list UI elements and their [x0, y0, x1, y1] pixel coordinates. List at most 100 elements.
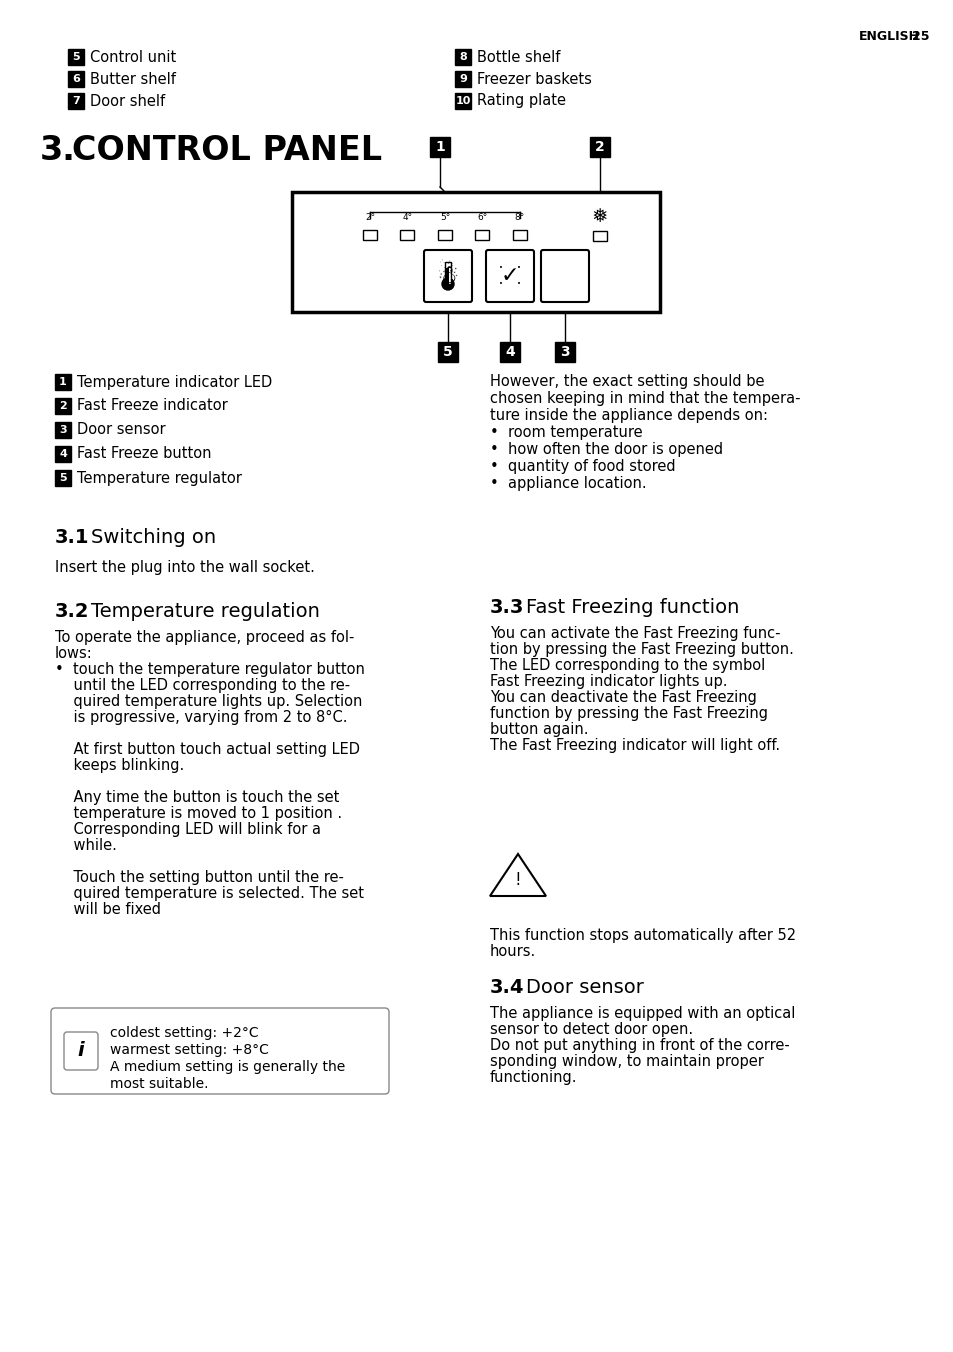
Text: 7: 7 — [72, 96, 80, 105]
Text: coldest setting: +2°C: coldest setting: +2°C — [110, 1026, 258, 1040]
FancyBboxPatch shape — [540, 250, 588, 301]
Text: 1: 1 — [435, 141, 444, 154]
Text: ❅: ❅ — [591, 207, 608, 227]
Text: Control unit: Control unit — [90, 50, 176, 65]
Bar — [55, 375, 71, 389]
Text: functioning.: functioning. — [490, 1069, 577, 1086]
Text: Any time the button is touch the set: Any time the button is touch the set — [55, 790, 339, 804]
Text: 5: 5 — [442, 345, 453, 360]
Text: 8°: 8° — [515, 214, 524, 222]
Text: 2°: 2° — [365, 214, 375, 222]
Text: 1: 1 — [59, 377, 67, 387]
Text: ☃: ☃ — [436, 264, 458, 288]
Text: keeps blinking.: keeps blinking. — [55, 758, 184, 773]
Bar — [475, 230, 489, 241]
Bar — [400, 230, 414, 241]
Bar — [455, 72, 471, 87]
Text: This function stops automatically after 52: This function stops automatically after … — [490, 927, 796, 942]
Text: !: ! — [515, 871, 520, 890]
Bar — [68, 49, 84, 65]
Bar — [55, 470, 71, 485]
Text: most suitable.: most suitable. — [110, 1078, 209, 1091]
Bar — [437, 342, 457, 362]
Text: 10: 10 — [455, 96, 470, 105]
Text: •  how often the door is opened: • how often the door is opened — [490, 442, 722, 457]
Text: A medium setting is generally the: A medium setting is generally the — [110, 1060, 345, 1073]
Text: 8: 8 — [458, 51, 466, 62]
Bar — [593, 231, 606, 241]
Text: Rating plate: Rating plate — [476, 93, 565, 108]
Text: Insert the plug into the wall socket.: Insert the plug into the wall socket. — [55, 560, 314, 575]
Text: temperature is moved to 1 position .: temperature is moved to 1 position . — [55, 806, 342, 821]
Text: 6°: 6° — [476, 214, 487, 222]
Text: •: • — [517, 265, 520, 270]
Text: ✓: ✓ — [500, 266, 518, 287]
Text: function by pressing the Fast Freezing: function by pressing the Fast Freezing — [490, 706, 767, 721]
Text: sensor to detect door open.: sensor to detect door open. — [490, 1022, 693, 1037]
Text: •  room temperature: • room temperature — [490, 425, 642, 439]
Bar — [55, 422, 71, 438]
Circle shape — [441, 279, 454, 289]
Text: Temperature indicator LED: Temperature indicator LED — [77, 375, 272, 389]
Text: chosen keeping in mind that the tempera-: chosen keeping in mind that the tempera- — [490, 391, 800, 406]
Bar — [363, 230, 376, 241]
Text: •  appliance location.: • appliance location. — [490, 476, 646, 491]
Text: Butter shelf: Butter shelf — [90, 72, 175, 87]
Text: CONTROL PANEL: CONTROL PANEL — [71, 134, 382, 168]
Text: 4°: 4° — [402, 214, 412, 222]
Text: However, the exact setting should be: However, the exact setting should be — [490, 375, 763, 389]
Text: 6: 6 — [72, 74, 80, 84]
Text: Corresponding LED will blink for a: Corresponding LED will blink for a — [55, 822, 320, 837]
Text: Door sensor: Door sensor — [77, 422, 166, 438]
Text: •: • — [498, 265, 502, 270]
Text: 3.1: 3.1 — [55, 529, 90, 548]
Text: Fast Freezing function: Fast Freezing function — [525, 598, 739, 617]
Text: The Fast Freezing indicator will light off.: The Fast Freezing indicator will light o… — [490, 738, 780, 753]
Text: The LED corresponding to the symbol: The LED corresponding to the symbol — [490, 658, 764, 673]
Text: Switching on: Switching on — [91, 529, 216, 548]
Text: •  touch the temperature regulator button: • touch the temperature regulator button — [55, 662, 364, 677]
Text: Bottle shelf: Bottle shelf — [476, 50, 559, 65]
Text: 3.2: 3.2 — [55, 602, 90, 621]
Text: i: i — [77, 1041, 84, 1060]
Text: 3: 3 — [59, 425, 67, 435]
Text: You can activate the Fast Freezing func-: You can activate the Fast Freezing func- — [490, 626, 780, 641]
Bar — [55, 397, 71, 414]
Text: 5°: 5° — [439, 214, 450, 222]
Text: is progressive, varying from 2 to 8°C.: is progressive, varying from 2 to 8°C. — [55, 710, 347, 725]
Text: 5: 5 — [59, 473, 67, 483]
Text: sponding window, to maintain proper: sponding window, to maintain proper — [490, 1055, 763, 1069]
Bar — [446, 268, 449, 284]
Text: lows:: lows: — [55, 646, 92, 661]
Text: Fast Freeze button: Fast Freeze button — [77, 446, 212, 461]
Text: 2: 2 — [595, 141, 604, 154]
Text: Fast Freezing indicator lights up.: Fast Freezing indicator lights up. — [490, 675, 727, 690]
Text: 4: 4 — [59, 449, 67, 458]
Text: Do not put anything in front of the corre-: Do not put anything in front of the corr… — [490, 1038, 789, 1053]
Text: 4: 4 — [504, 345, 515, 360]
Bar — [430, 137, 450, 157]
Text: Touch the setting button until the re-: Touch the setting button until the re- — [55, 869, 343, 886]
Bar — [55, 446, 71, 462]
Text: Door sensor: Door sensor — [525, 977, 643, 996]
Text: You can deactivate the Fast Freezing: You can deactivate the Fast Freezing — [490, 690, 756, 704]
Text: 3.4: 3.4 — [490, 977, 524, 996]
FancyBboxPatch shape — [51, 1009, 389, 1094]
Text: Fast Freeze indicator: Fast Freeze indicator — [77, 399, 228, 414]
Bar — [555, 342, 575, 362]
Text: quired temperature lights up. Selection: quired temperature lights up. Selection — [55, 694, 362, 708]
Bar — [499, 342, 519, 362]
Bar — [292, 192, 659, 312]
Text: 25: 25 — [911, 30, 929, 43]
Text: To operate the appliance, proceed as fol-: To operate the appliance, proceed as fol… — [55, 630, 354, 645]
Text: •  quantity of food stored: • quantity of food stored — [490, 458, 675, 475]
Text: warmest setting: +8°C: warmest setting: +8°C — [110, 1042, 269, 1057]
Bar — [455, 93, 471, 110]
Text: 5: 5 — [72, 51, 80, 62]
Text: Temperature regulator: Temperature regulator — [77, 470, 242, 485]
Text: 2: 2 — [59, 402, 67, 411]
Text: •: • — [498, 281, 502, 287]
FancyBboxPatch shape — [64, 1032, 98, 1069]
Text: 3.3: 3.3 — [490, 598, 524, 617]
Text: ture inside the appliance depends on:: ture inside the appliance depends on: — [490, 408, 767, 423]
